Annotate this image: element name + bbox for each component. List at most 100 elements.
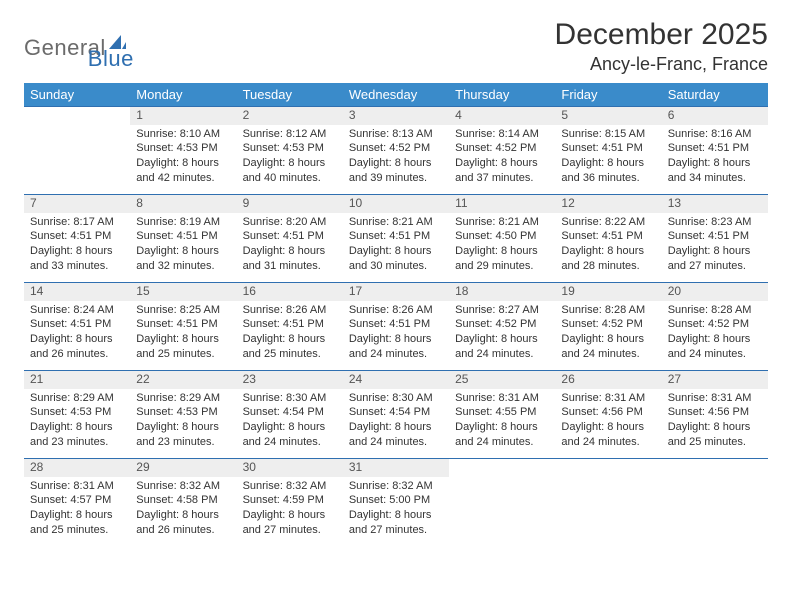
day-info-line: Sunset: 4:54 PM <box>349 405 443 420</box>
day-number-cell: 12 <box>555 195 661 213</box>
weekday-header: Sunday <box>24 83 130 107</box>
day-number-cell: 22 <box>130 371 236 389</box>
day-info-line: and 25 minutes. <box>136 347 230 362</box>
day-number-row: 21222324252627 <box>24 371 768 389</box>
day-number-row: 123456 <box>24 107 768 125</box>
weekday-header: Tuesday <box>237 83 343 107</box>
day-info-line: Daylight: 8 hours <box>30 508 124 523</box>
day-content-cell: Sunrise: 8:30 AMSunset: 4:54 PMDaylight:… <box>237 389 343 459</box>
day-info-line: and 31 minutes. <box>243 259 337 274</box>
day-info-line: and 25 minutes. <box>243 347 337 362</box>
weekday-header: Monday <box>130 83 236 107</box>
day-info-line: Sunrise: 8:28 AM <box>668 303 762 318</box>
day-info-line: Daylight: 8 hours <box>455 244 549 259</box>
day-number-cell: 2 <box>237 107 343 125</box>
day-info-line: Daylight: 8 hours <box>136 332 230 347</box>
day-content-cell: Sunrise: 8:25 AMSunset: 4:51 PMDaylight:… <box>130 301 236 371</box>
day-info-line: and 23 minutes. <box>30 435 124 450</box>
day-info-line: Daylight: 8 hours <box>136 508 230 523</box>
day-info-line: Sunset: 4:51 PM <box>136 317 230 332</box>
day-info-line: Sunrise: 8:13 AM <box>349 127 443 142</box>
day-content-cell: Sunrise: 8:31 AMSunset: 4:56 PMDaylight:… <box>555 389 661 459</box>
day-info-line: Sunrise: 8:19 AM <box>136 215 230 230</box>
day-content-cell: Sunrise: 8:28 AMSunset: 4:52 PMDaylight:… <box>662 301 768 371</box>
weekday-header: Thursday <box>449 83 555 107</box>
day-info-line: Sunset: 4:52 PM <box>455 317 549 332</box>
day-info-line: Sunset: 4:51 PM <box>561 229 655 244</box>
day-info-line: Sunset: 4:51 PM <box>349 229 443 244</box>
day-number-cell: 20 <box>662 283 768 301</box>
title-block: December 2025 Ancy-le-Franc, France <box>555 18 768 75</box>
day-info-line: Sunrise: 8:22 AM <box>561 215 655 230</box>
day-info-line: and 39 minutes. <box>349 171 443 186</box>
day-info-line: Sunset: 4:51 PM <box>243 229 337 244</box>
day-number-row: 14151617181920 <box>24 283 768 301</box>
day-info-line: Sunset: 4:51 PM <box>136 229 230 244</box>
day-content-cell: Sunrise: 8:24 AMSunset: 4:51 PMDaylight:… <box>24 301 130 371</box>
day-info-line: Sunset: 4:51 PM <box>30 317 124 332</box>
day-info-line: Sunrise: 8:29 AM <box>136 391 230 406</box>
day-content-cell: Sunrise: 8:16 AMSunset: 4:51 PMDaylight:… <box>662 125 768 195</box>
day-info-line: and 36 minutes. <box>561 171 655 186</box>
day-info-line: Sunrise: 8:31 AM <box>561 391 655 406</box>
day-content-cell: Sunrise: 8:27 AMSunset: 4:52 PMDaylight:… <box>449 301 555 371</box>
day-info-line: and 29 minutes. <box>455 259 549 274</box>
day-info-line: Sunrise: 8:32 AM <box>136 479 230 494</box>
day-number-cell <box>662 459 768 477</box>
day-info-line: Sunrise: 8:16 AM <box>668 127 762 142</box>
day-number-cell: 25 <box>449 371 555 389</box>
day-info-line: Daylight: 8 hours <box>136 156 230 171</box>
day-info-line: Sunset: 4:50 PM <box>455 229 549 244</box>
day-info-line: and 24 minutes. <box>668 347 762 362</box>
day-info-line: Daylight: 8 hours <box>561 156 655 171</box>
day-number-cell: 13 <box>662 195 768 213</box>
day-content-cell <box>449 477 555 547</box>
day-info-line: Daylight: 8 hours <box>349 244 443 259</box>
weekday-header: Wednesday <box>343 83 449 107</box>
day-info-line: Sunrise: 8:26 AM <box>349 303 443 318</box>
day-info-line: and 25 minutes. <box>668 435 762 450</box>
day-content-cell: Sunrise: 8:28 AMSunset: 4:52 PMDaylight:… <box>555 301 661 371</box>
day-info-line: Sunrise: 8:32 AM <box>243 479 337 494</box>
day-number-cell: 31 <box>343 459 449 477</box>
day-content-cell: Sunrise: 8:26 AMSunset: 4:51 PMDaylight:… <box>237 301 343 371</box>
day-info-line: Sunset: 4:53 PM <box>136 405 230 420</box>
day-content-cell: Sunrise: 8:32 AMSunset: 4:58 PMDaylight:… <box>130 477 236 547</box>
day-info-line: Sunset: 4:51 PM <box>243 317 337 332</box>
day-info-line: Sunset: 4:51 PM <box>668 229 762 244</box>
day-info-line: Daylight: 8 hours <box>349 332 443 347</box>
day-content-cell: Sunrise: 8:13 AMSunset: 4:52 PMDaylight:… <box>343 125 449 195</box>
day-info-line: Sunrise: 8:20 AM <box>243 215 337 230</box>
day-info-line: Daylight: 8 hours <box>668 156 762 171</box>
day-content-cell: Sunrise: 8:20 AMSunset: 4:51 PMDaylight:… <box>237 213 343 283</box>
day-info-line: Sunrise: 8:12 AM <box>243 127 337 142</box>
day-number-row: 78910111213 <box>24 195 768 213</box>
day-content-row: Sunrise: 8:17 AMSunset: 4:51 PMDaylight:… <box>24 213 768 283</box>
day-info-line: and 27 minutes. <box>243 523 337 538</box>
day-content-cell: Sunrise: 8:12 AMSunset: 4:53 PMDaylight:… <box>237 125 343 195</box>
day-info-line: Daylight: 8 hours <box>243 508 337 523</box>
day-number-cell: 29 <box>130 459 236 477</box>
day-info-line: and 26 minutes. <box>136 523 230 538</box>
day-info-line: Daylight: 8 hours <box>243 332 337 347</box>
day-info-line: and 37 minutes. <box>455 171 549 186</box>
day-info-line: Daylight: 8 hours <box>136 420 230 435</box>
day-info-line: Sunset: 4:51 PM <box>561 141 655 156</box>
day-info-line: Sunrise: 8:30 AM <box>243 391 337 406</box>
day-info-line: and 27 minutes. <box>349 523 443 538</box>
day-info-line: Sunset: 4:52 PM <box>668 317 762 332</box>
month-title: December 2025 <box>555 18 768 52</box>
day-number-cell: 14 <box>24 283 130 301</box>
day-info-line: Sunrise: 8:32 AM <box>349 479 443 494</box>
day-info-line: Sunset: 4:51 PM <box>30 229 124 244</box>
day-content-cell: Sunrise: 8:32 AMSunset: 4:59 PMDaylight:… <box>237 477 343 547</box>
day-content-cell: Sunrise: 8:21 AMSunset: 4:51 PMDaylight:… <box>343 213 449 283</box>
day-info-line: Sunrise: 8:31 AM <box>455 391 549 406</box>
day-content-cell: Sunrise: 8:22 AMSunset: 4:51 PMDaylight:… <box>555 213 661 283</box>
day-info-line: Sunrise: 8:27 AM <box>455 303 549 318</box>
day-content-cell: Sunrise: 8:31 AMSunset: 4:57 PMDaylight:… <box>24 477 130 547</box>
day-info-line: Daylight: 8 hours <box>668 332 762 347</box>
day-info-line: and 33 minutes. <box>30 259 124 274</box>
day-info-line: and 25 minutes. <box>30 523 124 538</box>
day-content-row: Sunrise: 8:31 AMSunset: 4:57 PMDaylight:… <box>24 477 768 547</box>
